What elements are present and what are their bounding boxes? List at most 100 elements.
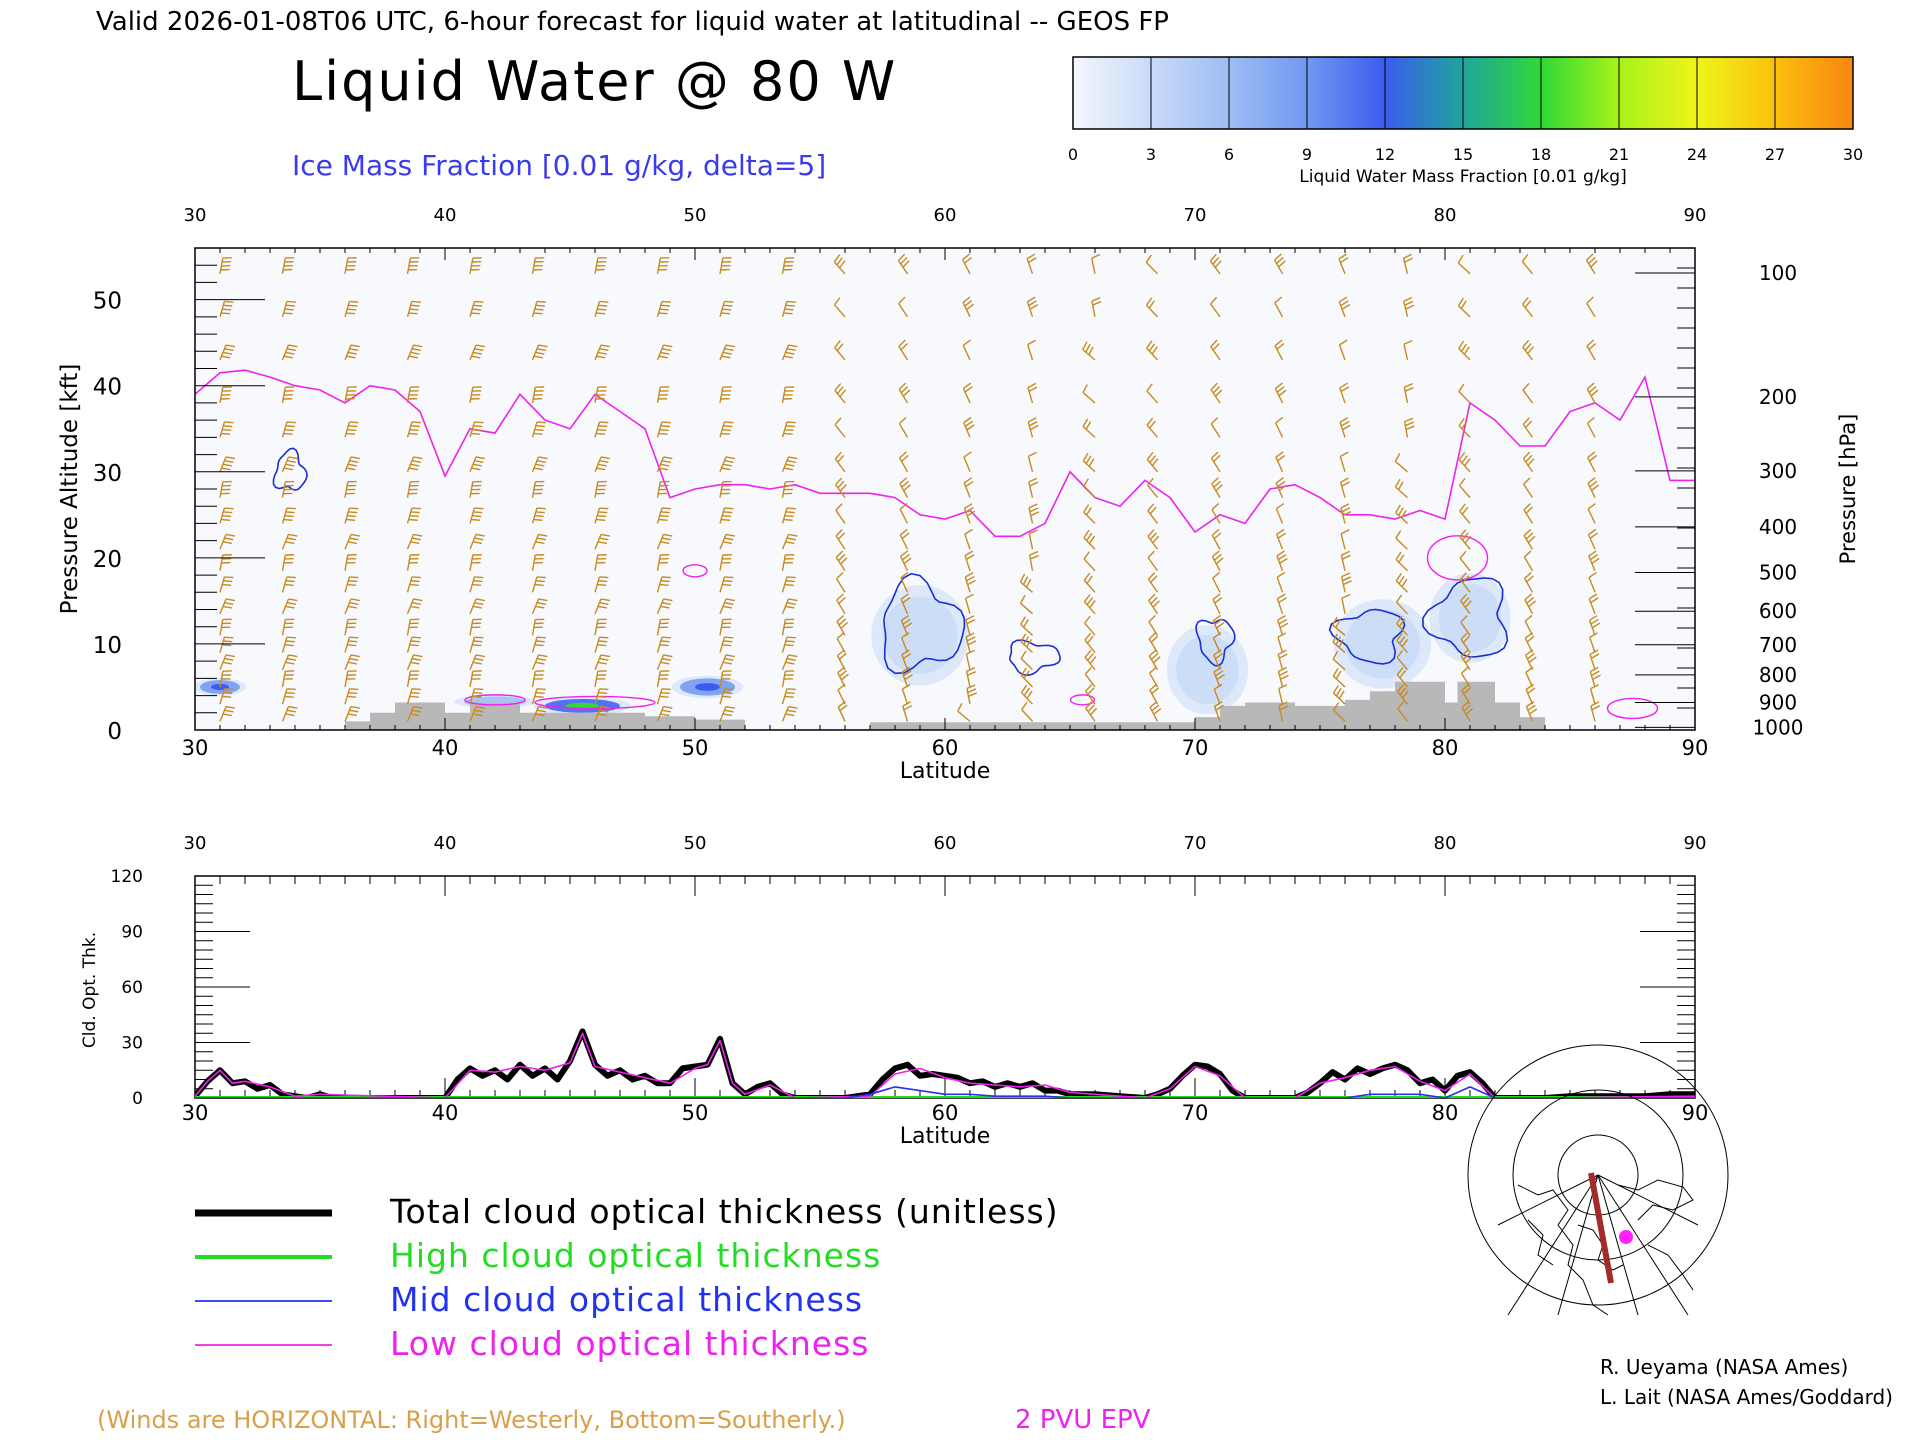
top-x-tick-label: 50 [682,736,709,760]
wind-barb-flag [221,355,231,359]
wind-barb [531,300,546,318]
wind-barb-flag [1523,528,1532,537]
wind-barb-flag [1343,580,1352,586]
wind-barb-flag [1590,389,1599,397]
wind-barb-stem [281,576,288,593]
wind-barb-flag [413,344,423,348]
wind-barb [469,554,482,571]
wind-barb [1339,417,1351,438]
wind-barb-flag [347,515,357,518]
locator-map [1467,1044,1729,1316]
wind-barb-stem [899,457,909,473]
wind-barb [531,456,548,473]
wind-barb [834,451,846,473]
wind-barb-stem [1083,558,1096,572]
wind-barb-flag [661,507,671,510]
wind-barb-flag [900,342,908,351]
wind-barb-flag [1279,670,1288,676]
wind-barb-stem [1395,486,1408,499]
wind-barb-flag [722,695,732,698]
wind-barb-stem [1278,705,1284,722]
wind-barb-flag [1339,451,1349,458]
wind-barb-flag [408,467,418,471]
wind-barb-flag [411,348,421,352]
wind-barb-flag [902,597,911,604]
wind-barb-flag [224,601,234,605]
wind-barb [406,688,421,705]
wind-barb-stem [1338,344,1346,361]
top-right-tick-label: 700 [1759,633,1797,657]
wind-barb-flag [599,300,609,303]
wind-barb-flag [1087,687,1095,695]
wind-barb-stem [1212,577,1221,593]
top-x-tick-label-top: 90 [1684,205,1707,226]
wind-barb-flag [786,636,796,639]
wind-barb [594,554,607,571]
wind-barb-flag [411,709,421,713]
wind-barb [719,386,732,404]
wind-barb [656,300,671,318]
wind-barb-stem [1028,533,1034,550]
wind-barb-stem [898,303,909,318]
wind-barb-flag [722,644,732,647]
wind-barb-flag [1148,615,1156,623]
wind-barb-flag [833,297,841,306]
wind-barb-flag [1278,684,1288,690]
wind-barb [344,386,357,404]
wind-barb-flag [722,515,732,518]
wind-barb-flag [288,705,298,709]
wind-barb-flag [473,425,483,428]
wind-barb-stem [281,421,288,438]
wind-barb [1522,417,1534,438]
wind-barb-flag [1082,384,1088,393]
wind-barb [219,421,234,438]
wind-barb [1146,477,1159,499]
wind-barb-flag [1465,656,1473,664]
wind-barb-flag [1527,704,1536,711]
wind-barb-flag [533,467,543,471]
wind-barb-flag [724,348,734,352]
wind-barb-flag [1084,632,1092,641]
wind-barb [1210,296,1221,318]
wind-barb-flag [837,532,846,540]
wind-barb [469,576,484,593]
wind-barb-flag [661,709,671,713]
wind-barb [962,296,975,318]
wind-barb-flag [598,304,608,307]
wind-barb-flag [658,518,668,521]
wind-barb [594,618,607,636]
wind-barb-stem [1589,688,1596,705]
wind-barb-stem [1521,303,1534,318]
wind-barb-flag [900,256,908,265]
wind-barbs [219,253,1601,722]
wind-barb-flag [967,670,977,676]
bottom-x-tick-label-top: 90 [1684,833,1707,854]
wind-barb-flag [724,636,734,639]
wind-barb-flag [538,456,548,460]
wind-barb [1028,550,1039,571]
wind-barb [344,480,357,498]
wind-barb-flag [1213,632,1222,639]
wind-barb-flag [1027,382,1037,389]
bottom-x-tick-label: 70 [1182,1101,1209,1125]
wind-barb [781,688,796,705]
wind-barb-flag [286,576,296,579]
wind-barb-flag [286,657,296,661]
wind-barb-flag [836,632,845,640]
wind-barb [656,421,671,438]
wind-barb [1019,595,1033,615]
wind-barb-stem [1274,302,1284,318]
wind-barb [656,688,671,705]
wind-barb-flag [1148,632,1157,640]
wind-barb-stem [1083,485,1096,499]
wind-barb-flag [472,463,482,467]
wind-barb-flag [1147,529,1155,537]
wind-barb-flag [839,704,848,712]
wind-barb-flag [1274,296,1283,304]
wind-barb [1586,382,1599,404]
wind-barb-flag [660,661,670,665]
wind-barb-flag [902,618,911,625]
wind-barb-flag [658,312,668,315]
wind-barb [898,339,909,361]
